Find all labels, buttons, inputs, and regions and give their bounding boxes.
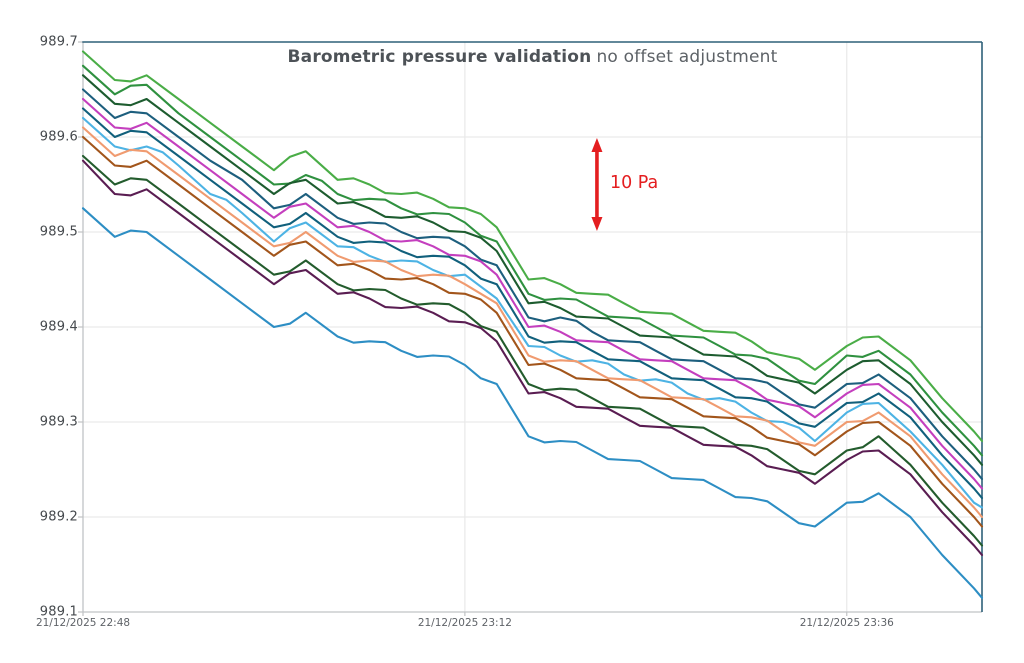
series-line-sensor-sky-blue	[81, 116, 984, 509]
y-axis-label: 989.3	[39, 414, 78, 430]
y-axis-label: 989.5	[39, 224, 78, 240]
y-axis-label: 989.4	[39, 319, 78, 335]
series-line-sensor-brown	[81, 135, 984, 528]
y-axis-label: 989.7	[39, 34, 78, 50]
series-line-sensor-purple	[81, 159, 984, 557]
scale-arrow-head-down	[591, 217, 603, 231]
y-axis-label: 989.1	[39, 604, 78, 620]
series-line-sensor-teal-petrol	[81, 107, 984, 500]
x-axis-label: 21/12/2025 23:12	[417, 617, 512, 629]
series-line-sensor-green-dark-upper	[81, 74, 984, 466]
chart-title: Barometric pressure validation no offset …	[83, 47, 982, 67]
series-line-sensor-magenta	[81, 97, 984, 490]
scale-arrow-head-up	[591, 138, 603, 152]
x-axis-label: 21/12/2025 22:48	[35, 617, 131, 629]
series-line-sensor-salmon	[81, 126, 984, 519]
y-axis-label: 989.6	[39, 129, 78, 145]
series-line-sensor-green-bright	[81, 50, 984, 443]
series-line-sensor-teal-navy	[81, 88, 984, 481]
scale-annotation-label: 10 Pa	[609, 172, 659, 193]
chart-title-main: Barometric pressure validation	[287, 47, 592, 67]
series-line-sensor-green-dark-lower	[81, 154, 984, 547]
y-axis-label: 989.2	[39, 509, 78, 525]
x-axis-label: 21/12/2025 23:36	[799, 617, 894, 629]
series-line-sensor-blue	[81, 207, 984, 599]
chart-title-subtitle: no offset adjustment	[596, 47, 778, 67]
